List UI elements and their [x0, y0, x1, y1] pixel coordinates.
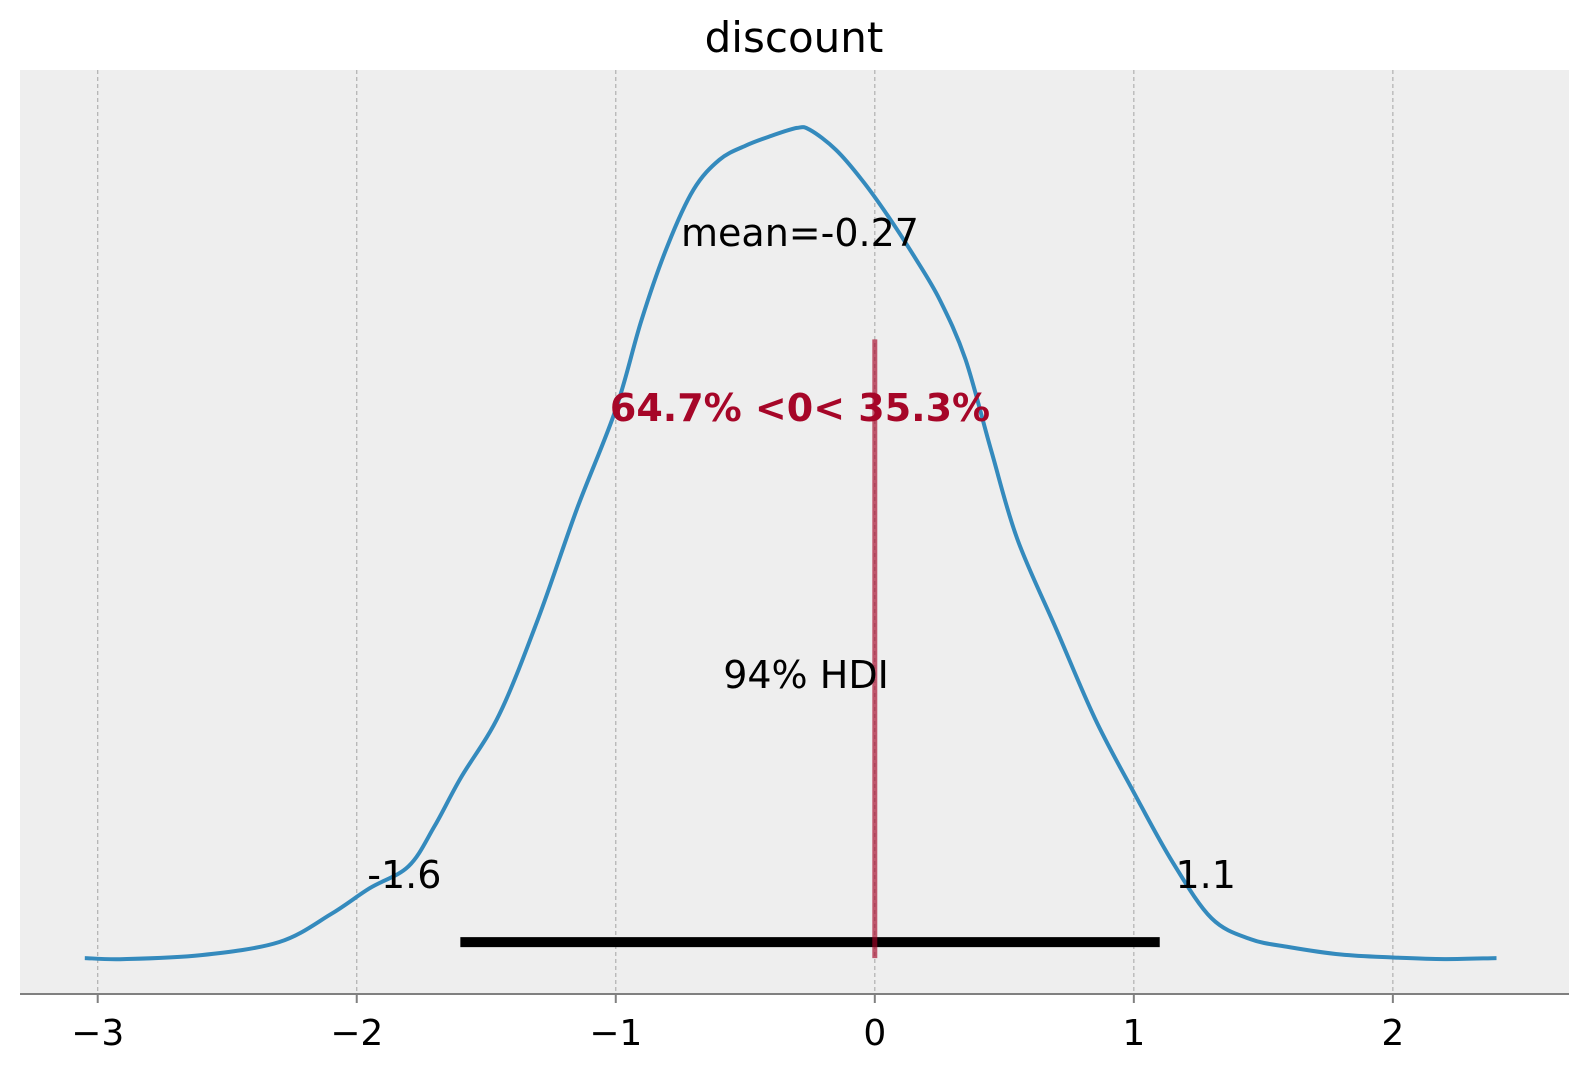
x-tick-label: 1 [1122, 1013, 1145, 1054]
reference-percent-label: 64.7% <0< 35.3% [610, 386, 990, 430]
x-tick-label: 0 [863, 1013, 886, 1054]
x-tick-label: 2 [1381, 1013, 1404, 1054]
hdi-low-label: -1.6 [367, 853, 441, 897]
density-curve [84, 125, 1497, 962]
x-gridlines [97, 70, 1394, 994]
hdi-high-label: 1.1 [1176, 853, 1236, 897]
x-tick-label: −3 [71, 1013, 124, 1054]
x-tick-label: −2 [330, 1013, 383, 1054]
hdi-label: 94% HDI [723, 653, 889, 697]
chart-title: discount [705, 13, 884, 62]
plot-area [20, 70, 1569, 994]
mean-label: mean=-0.27 [681, 211, 919, 255]
x-tick-label: −1 [589, 1013, 642, 1054]
x-ticks: −3 −2 −1 0 1 2 [71, 994, 1404, 1054]
